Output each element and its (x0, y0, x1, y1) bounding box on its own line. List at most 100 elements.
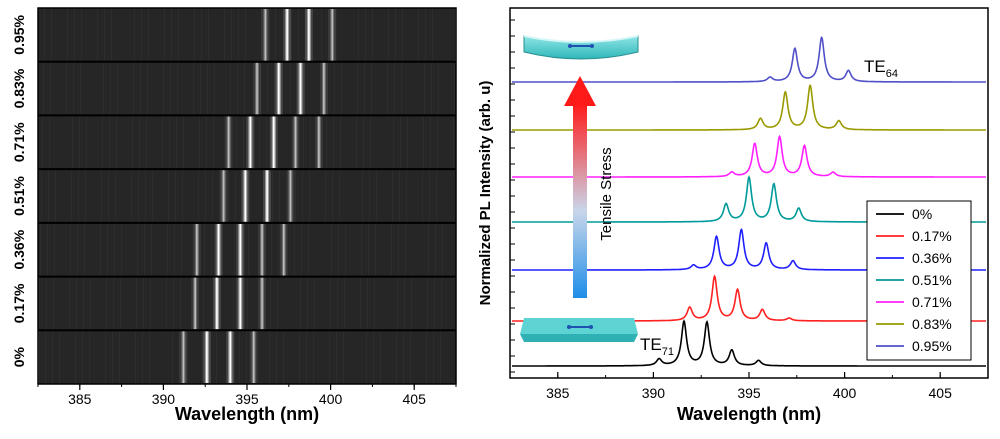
streak-texture (436, 170, 437, 222)
streak-texture (429, 170, 430, 222)
streak-texture (180, 277, 181, 330)
streak-texture (334, 62, 335, 115)
streak-texture (211, 223, 212, 276)
streak-texture (401, 62, 402, 115)
streak-texture (406, 170, 407, 222)
legend-label: 0.36% (912, 250, 952, 266)
streak-texture (242, 170, 243, 222)
streak-texture (69, 277, 70, 330)
streak-texture (202, 331, 203, 383)
streak-texture (393, 116, 394, 169)
fringe-line (239, 223, 242, 276)
streak-texture (72, 116, 73, 169)
streak-texture (442, 223, 443, 276)
streak-texture (335, 9, 336, 61)
spectrum-line (512, 134, 986, 178)
te64-label: TE64 (864, 57, 898, 80)
streak-texture (345, 223, 346, 276)
streak-texture (398, 223, 399, 276)
fringe-line (182, 331, 185, 383)
streak-texture (339, 170, 340, 222)
streak-texture (268, 9, 269, 61)
row-label: 0.51% (11, 176, 27, 216)
streak-texture (309, 170, 310, 222)
fringe-line (239, 277, 242, 330)
streak-texture (173, 277, 174, 330)
streak-texture (164, 9, 165, 61)
te71-label: TE71 (640, 335, 674, 358)
streak-texture (150, 277, 151, 330)
streak-texture (234, 223, 235, 276)
streak-texture (411, 277, 412, 330)
streak-texture (303, 116, 304, 169)
streak-texture (214, 62, 215, 115)
fringe-line (196, 223, 198, 276)
streak-texture (363, 116, 364, 169)
streak-texture (106, 277, 107, 330)
arrow-head (564, 76, 596, 106)
streak-texture (142, 331, 143, 383)
streak-texture (74, 9, 75, 61)
streak-texture (174, 223, 175, 276)
x-tick-label: 390 (152, 391, 176, 407)
streak-texture (330, 277, 331, 330)
streak-texture (366, 331, 367, 383)
streak-texture (186, 331, 187, 383)
streak-texture (236, 116, 237, 169)
streak-texture (108, 170, 109, 222)
streak-texture (167, 223, 168, 276)
bent-plate-icon (523, 35, 639, 60)
streak-texture (403, 331, 404, 383)
streak-texture (200, 62, 201, 115)
streak-texture (405, 223, 406, 276)
streak-texture (121, 223, 122, 276)
streak-texture (114, 223, 115, 276)
streak-texture (395, 9, 396, 61)
streak-texture (166, 277, 167, 330)
streak-texture (344, 277, 345, 330)
streak-texture (89, 331, 90, 383)
left-rows: 0.95% 0.83% 0.71% 0.51% 0.36% 0.17% 0% (11, 9, 456, 383)
streak-texture (310, 116, 311, 169)
streak-texture (182, 170, 183, 222)
streak-texture (134, 9, 135, 61)
streak-texture (336, 331, 337, 383)
streak-texture (212, 170, 213, 222)
fringe-line (194, 277, 196, 330)
streak-texture (83, 277, 84, 330)
streak-texture (321, 9, 322, 61)
streak-texture (271, 223, 272, 276)
fringe-line (229, 331, 232, 383)
streak-texture (440, 331, 441, 383)
streak-texture (365, 9, 366, 61)
streak-texture (399, 170, 400, 222)
streak-texture (454, 62, 455, 115)
fringe-line (289, 170, 292, 222)
streak-texture (314, 277, 315, 330)
streak-texture (41, 170, 42, 222)
streak-texture (136, 277, 137, 330)
streak-texture (70, 223, 71, 276)
streak-texture (410, 331, 411, 383)
x-tick-label: 405 (929, 385, 953, 401)
streak-texture (168, 170, 169, 222)
streak-texture (50, 62, 51, 115)
streak-texture (54, 223, 55, 276)
streak-texture (120, 277, 121, 330)
spectrum-line (512, 36, 986, 83)
streak-texture (422, 170, 423, 222)
streak-texture (115, 170, 116, 222)
streak-texture (277, 277, 278, 330)
streak-texture (90, 277, 91, 330)
streak-texture (428, 223, 429, 276)
streak-texture (247, 277, 248, 330)
streak-texture (297, 62, 298, 115)
streak-texture (235, 170, 236, 222)
fringe-line (264, 9, 267, 61)
streak-texture (438, 62, 439, 115)
streak-texture (441, 277, 442, 330)
streak-texture (79, 116, 80, 169)
streak-texture (361, 223, 362, 276)
fringe-line (206, 331, 208, 383)
streak-texture (313, 331, 314, 383)
